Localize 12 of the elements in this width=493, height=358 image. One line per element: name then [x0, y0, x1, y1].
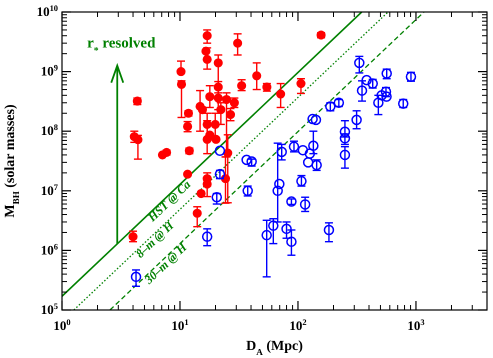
y-tick-label: 10$^{9}$ [40, 62, 58, 79]
x-axis-title: D$_{A}$ (Mpc) [246, 339, 304, 357]
y-tick-label: 10$^{8}$ [40, 122, 58, 138]
y-tick-label: 10$^{7}$ [40, 182, 59, 198]
x-tick-label: 10$^{1}$ [171, 317, 189, 333]
y-tick-label: 10$^{5}$ [40, 301, 58, 317]
x-tick-label: 10$^{0}$ [53, 317, 71, 333]
x-tick-label: 10$^{3}$ [407, 317, 425, 333]
annotation: r$_{*}$ resolved [87, 36, 156, 56]
y-tick-label: 10$^{10}$ [36, 3, 58, 19]
y-tick-label: 10$^{6}$ [40, 241, 58, 258]
x-tick-label: 10$^{2}$ [289, 317, 307, 333]
